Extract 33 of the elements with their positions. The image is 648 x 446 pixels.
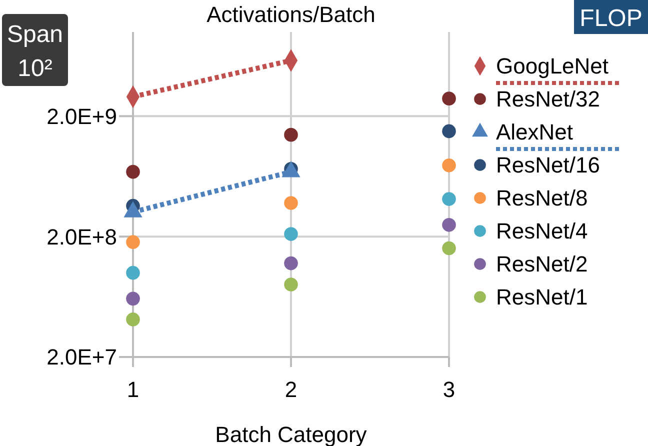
point (284, 227, 298, 241)
point (442, 218, 456, 232)
point (442, 192, 456, 206)
point (126, 292, 140, 306)
legend-label: AlexNet (496, 120, 574, 145)
text: FLOP (580, 5, 642, 32)
point (126, 266, 140, 280)
point (284, 278, 298, 292)
point (126, 312, 140, 326)
point (126, 164, 140, 179)
legend-label: ResNet/32 (496, 86, 600, 112)
point (442, 92, 456, 106)
point (284, 128, 298, 142)
point (126, 235, 140, 249)
point (442, 124, 456, 138)
legend-label: GoogLeNet (496, 54, 609, 79)
y-tick-label: 2.0E+9 (46, 104, 117, 129)
x-tick-label: 2 (284, 377, 298, 402)
x-tick-label: 1 (126, 377, 140, 402)
legend-label: ResNet/8 (496, 186, 588, 211)
chart-title: Activations/Batch (206, 2, 376, 27)
y-tick-label: 2.0E+8 (46, 224, 117, 250)
point (442, 241, 456, 256)
y-tick-label: 2.0E+7 (46, 344, 117, 370)
x-tick-label: 3 (442, 377, 456, 402)
legend-label: ResNet/16 (496, 152, 600, 178)
legend-label: ResNet/4 (496, 218, 588, 244)
text: Span 10² (6, 21, 64, 82)
legend-label: ResNet/2 (496, 252, 588, 277)
point (284, 196, 298, 210)
point (442, 158, 456, 172)
legend-label: ResNet/1 (496, 284, 588, 310)
point (284, 256, 298, 270)
